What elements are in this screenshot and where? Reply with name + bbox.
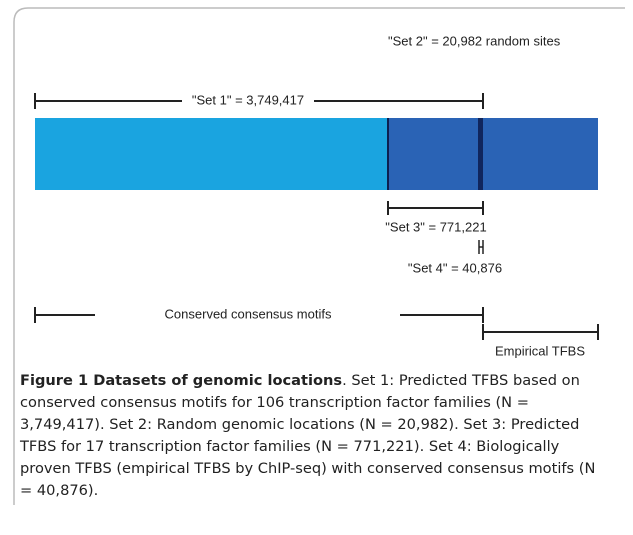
caption: Figure 1 Datasets of genomic locations. … [20,370,610,502]
set1-label: "Set 1" = 3,749,417 [192,92,304,107]
set1-bracket [34,93,484,109]
conserved-bracket [34,307,484,323]
empirical-label: Empirical TFBS [495,343,585,358]
conserved-label: Conserved consensus motifs [165,306,332,321]
bar-set3 [388,118,598,190]
set2-label: "Set 2" = 20,982 random sites [388,33,561,48]
caption-title: Figure 1 Datasets of genomic locations [20,372,343,389]
bar-set1 [35,118,388,190]
set3-bracket [387,201,484,215]
caption-text: . Set 1: Predicted TFBS based on conserv… [20,372,596,499]
empirical-bracket [482,324,599,340]
bar-set4 [478,118,483,190]
set3-label: "Set 3" = 771,221 [385,219,486,234]
set4-label: "Set 4" = 40,876 [408,260,502,275]
frame [13,7,625,505]
set4-bracket [478,240,484,254]
